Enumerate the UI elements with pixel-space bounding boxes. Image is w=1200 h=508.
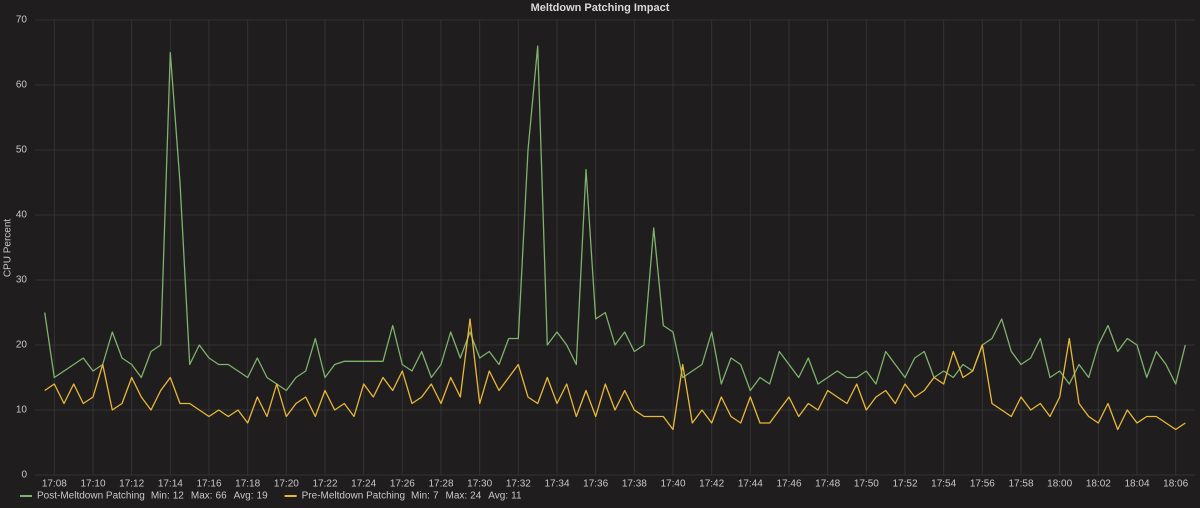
x-tick-label: 17:22: [312, 479, 337, 490]
chart-title: Meltdown Patching Impact: [531, 2, 670, 14]
legend-text: 11: [511, 491, 522, 502]
x-tick-label: 17:38: [622, 479, 647, 490]
x-tick-label: 17:40: [660, 479, 685, 490]
x-tick-label: 17:34: [544, 479, 569, 490]
x-tick-label: 17:24: [351, 479, 376, 490]
x-tick-label: 17:32: [506, 479, 531, 490]
y-axis-label: CPU Percent: [3, 219, 14, 278]
x-tick-label: 17:18: [235, 479, 260, 490]
x-tick-label: 17:42: [699, 479, 724, 490]
legend-text: Min:: [151, 491, 170, 502]
y-tick-label: 50: [16, 145, 28, 156]
x-tick-label: 17:16: [196, 479, 221, 490]
x-tick-label: 18:00: [1047, 479, 1072, 490]
x-tick-label: 17:54: [931, 479, 956, 490]
y-tick-label: 0: [21, 470, 27, 481]
series-line: [44, 318, 1186, 431]
x-tick-label: 17:08: [42, 479, 67, 490]
x-tick-label: 18:02: [1086, 479, 1111, 490]
y-tick-label: 60: [16, 80, 28, 91]
legend-text: Max:: [191, 491, 213, 502]
x-tick-label: 18:04: [1124, 479, 1149, 490]
y-tick-label: 40: [16, 210, 28, 221]
legend-text: 24: [470, 491, 482, 502]
x-tick-label: 17:46: [776, 479, 801, 490]
x-tick-label: 17:44: [738, 479, 763, 490]
legend-text: Pre-Meltdown Patching: [302, 491, 405, 502]
legend-text: 12: [173, 491, 185, 502]
y-tick-label: 10: [16, 405, 28, 416]
legend-text: 19: [257, 491, 269, 502]
y-tick-label: 30: [16, 275, 28, 286]
legend-text: 66: [216, 491, 228, 502]
legend-text: Max:: [446, 491, 468, 502]
x-tick-label: 17:30: [467, 479, 492, 490]
x-tick-label: 17:50: [854, 479, 879, 490]
legend-text: 7: [433, 491, 439, 502]
series-line: [44, 45, 1186, 392]
x-tick-label: 17:58: [1008, 479, 1033, 490]
legend-text: Avg:: [234, 491, 254, 502]
x-tick-label: 18:06: [1163, 479, 1188, 490]
x-tick-label: 17:12: [119, 479, 144, 490]
x-tick-label: 17:48: [815, 479, 840, 490]
y-tick-label: 20: [16, 340, 28, 351]
legend-text: Avg:: [488, 491, 508, 502]
x-tick-label: 17:28: [428, 479, 453, 490]
x-tick-label: 17:56: [970, 479, 995, 490]
x-tick-label: 17:26: [390, 479, 415, 490]
x-tick-label: 17:14: [158, 479, 183, 490]
y-tick-label: 70: [16, 15, 28, 26]
x-tick-label: 17:36: [583, 479, 608, 490]
x-tick-label: 17:52: [892, 479, 917, 490]
legend-text: Min:: [411, 491, 430, 502]
legend-text: Post-Meltdown Patching: [37, 491, 145, 502]
x-tick-label: 17:20: [274, 479, 299, 490]
x-tick-label: 17:10: [80, 479, 105, 490]
